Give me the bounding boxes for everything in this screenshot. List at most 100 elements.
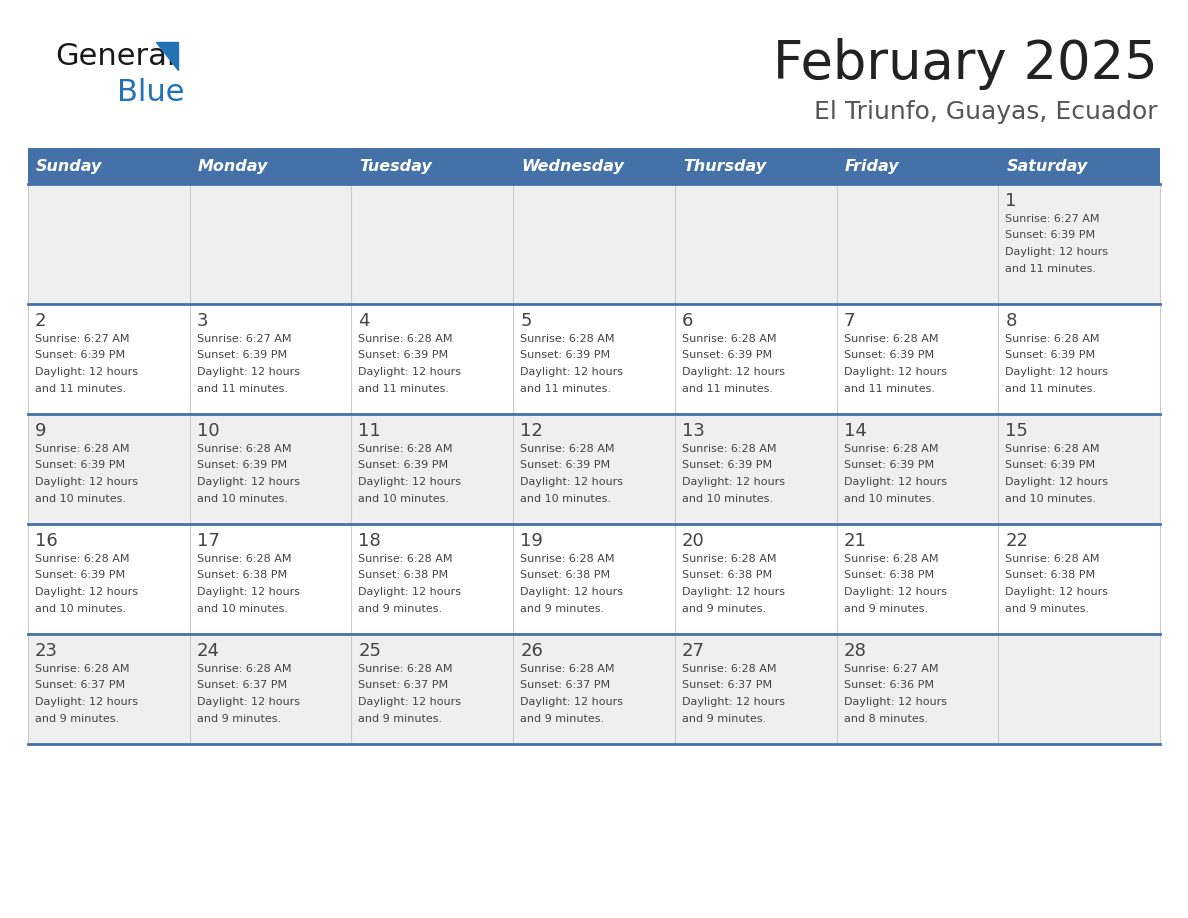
Text: 8: 8 <box>1005 312 1017 330</box>
Text: Daylight: 12 hours: Daylight: 12 hours <box>520 367 624 377</box>
Text: 4: 4 <box>359 312 369 330</box>
Text: Sunrise: 6:28 AM: Sunrise: 6:28 AM <box>520 554 614 564</box>
Text: and 11 minutes.: and 11 minutes. <box>843 384 935 394</box>
Bar <box>836 148 998 184</box>
Text: Daylight: 12 hours: Daylight: 12 hours <box>359 367 461 377</box>
Text: Sunset: 6:37 PM: Sunset: 6:37 PM <box>197 680 286 690</box>
Bar <box>998 148 1159 184</box>
Text: 6: 6 <box>682 312 694 330</box>
Text: Daylight: 12 hours: Daylight: 12 hours <box>359 697 461 707</box>
Text: Sunset: 6:39 PM: Sunset: 6:39 PM <box>197 351 286 361</box>
Text: Sunset: 6:39 PM: Sunset: 6:39 PM <box>520 351 611 361</box>
Text: Daylight: 12 hours: Daylight: 12 hours <box>197 587 299 597</box>
Bar <box>190 148 352 184</box>
Text: Sunset: 6:37 PM: Sunset: 6:37 PM <box>520 680 611 690</box>
Text: and 11 minutes.: and 11 minutes. <box>682 384 773 394</box>
Text: Daylight: 12 hours: Daylight: 12 hours <box>359 587 461 597</box>
Text: and 10 minutes.: and 10 minutes. <box>197 603 287 613</box>
Text: Sunset: 6:38 PM: Sunset: 6:38 PM <box>197 570 286 580</box>
Text: Sunrise: 6:28 AM: Sunrise: 6:28 AM <box>1005 444 1100 454</box>
Text: Sunset: 6:37 PM: Sunset: 6:37 PM <box>359 680 449 690</box>
Text: and 11 minutes.: and 11 minutes. <box>197 384 287 394</box>
Text: Sunset: 6:39 PM: Sunset: 6:39 PM <box>34 351 125 361</box>
Text: Sunset: 6:39 PM: Sunset: 6:39 PM <box>843 351 934 361</box>
Text: Daylight: 12 hours: Daylight: 12 hours <box>843 477 947 487</box>
Bar <box>675 148 836 184</box>
Text: and 11 minutes.: and 11 minutes. <box>34 384 126 394</box>
Text: Monday: Monday <box>197 159 268 174</box>
Polygon shape <box>156 42 178 70</box>
Text: 11: 11 <box>359 422 381 440</box>
Text: 21: 21 <box>843 532 866 550</box>
Text: Sunrise: 6:27 AM: Sunrise: 6:27 AM <box>34 334 129 344</box>
Text: Sunrise: 6:28 AM: Sunrise: 6:28 AM <box>1005 334 1100 344</box>
Text: and 9 minutes.: and 9 minutes. <box>34 713 119 723</box>
Text: 22: 22 <box>1005 532 1029 550</box>
Text: Daylight: 12 hours: Daylight: 12 hours <box>843 697 947 707</box>
Text: 19: 19 <box>520 532 543 550</box>
Text: Sunrise: 6:28 AM: Sunrise: 6:28 AM <box>359 554 453 564</box>
Text: General: General <box>55 42 176 71</box>
Text: Sunrise: 6:28 AM: Sunrise: 6:28 AM <box>197 664 291 674</box>
Text: and 9 minutes.: and 9 minutes. <box>520 713 605 723</box>
Text: Saturday: Saturday <box>1006 159 1087 174</box>
Text: 7: 7 <box>843 312 855 330</box>
Text: and 10 minutes.: and 10 minutes. <box>34 603 126 613</box>
Text: Sunrise: 6:28 AM: Sunrise: 6:28 AM <box>359 444 453 454</box>
Text: Sunrise: 6:28 AM: Sunrise: 6:28 AM <box>682 444 776 454</box>
Text: 9: 9 <box>34 422 46 440</box>
Text: Friday: Friday <box>845 159 899 174</box>
Text: Sunrise: 6:28 AM: Sunrise: 6:28 AM <box>34 664 129 674</box>
Text: Daylight: 12 hours: Daylight: 12 hours <box>1005 587 1108 597</box>
Text: Sunset: 6:39 PM: Sunset: 6:39 PM <box>682 351 772 361</box>
Text: Daylight: 12 hours: Daylight: 12 hours <box>843 367 947 377</box>
Text: 18: 18 <box>359 532 381 550</box>
Text: Sunset: 6:39 PM: Sunset: 6:39 PM <box>682 461 772 471</box>
Text: Sunrise: 6:27 AM: Sunrise: 6:27 AM <box>843 664 939 674</box>
Text: and 9 minutes.: and 9 minutes. <box>520 603 605 613</box>
Text: Daylight: 12 hours: Daylight: 12 hours <box>34 697 138 707</box>
Text: Sunrise: 6:28 AM: Sunrise: 6:28 AM <box>197 554 291 564</box>
Text: Sunset: 6:39 PM: Sunset: 6:39 PM <box>1005 351 1095 361</box>
Text: and 9 minutes.: and 9 minutes. <box>682 603 766 613</box>
Text: Daylight: 12 hours: Daylight: 12 hours <box>197 477 299 487</box>
Bar <box>29 634 1159 744</box>
Text: 3: 3 <box>197 312 208 330</box>
Text: Sunset: 6:39 PM: Sunset: 6:39 PM <box>1005 461 1095 471</box>
Text: Sunrise: 6:28 AM: Sunrise: 6:28 AM <box>682 664 776 674</box>
Text: 12: 12 <box>520 422 543 440</box>
Text: Sunrise: 6:28 AM: Sunrise: 6:28 AM <box>1005 554 1100 564</box>
Text: 15: 15 <box>1005 422 1028 440</box>
Text: Sunset: 6:39 PM: Sunset: 6:39 PM <box>34 570 125 580</box>
Text: and 10 minutes.: and 10 minutes. <box>843 494 935 503</box>
Text: Sunrise: 6:28 AM: Sunrise: 6:28 AM <box>843 334 939 344</box>
Text: Sunset: 6:39 PM: Sunset: 6:39 PM <box>359 351 449 361</box>
Text: and 11 minutes.: and 11 minutes. <box>359 384 449 394</box>
Text: Daylight: 12 hours: Daylight: 12 hours <box>843 587 947 597</box>
Text: 23: 23 <box>34 642 58 660</box>
Text: 16: 16 <box>34 532 58 550</box>
Text: Sunrise: 6:28 AM: Sunrise: 6:28 AM <box>520 444 614 454</box>
Text: and 10 minutes.: and 10 minutes. <box>197 494 287 503</box>
Text: Sunday: Sunday <box>36 159 102 174</box>
Text: Daylight: 12 hours: Daylight: 12 hours <box>520 697 624 707</box>
Text: and 10 minutes.: and 10 minutes. <box>520 494 611 503</box>
Text: Daylight: 12 hours: Daylight: 12 hours <box>359 477 461 487</box>
Text: Blue: Blue <box>116 78 184 107</box>
Text: and 8 minutes.: and 8 minutes. <box>843 713 928 723</box>
Text: and 9 minutes.: and 9 minutes. <box>359 603 443 613</box>
Text: Sunrise: 6:27 AM: Sunrise: 6:27 AM <box>197 334 291 344</box>
Text: Sunset: 6:39 PM: Sunset: 6:39 PM <box>197 461 286 471</box>
Text: 26: 26 <box>520 642 543 660</box>
Text: and 10 minutes.: and 10 minutes. <box>1005 494 1097 503</box>
Text: Sunset: 6:37 PM: Sunset: 6:37 PM <box>682 680 772 690</box>
Text: Sunrise: 6:28 AM: Sunrise: 6:28 AM <box>34 444 129 454</box>
Text: Sunrise: 6:27 AM: Sunrise: 6:27 AM <box>1005 214 1100 224</box>
Text: and 10 minutes.: and 10 minutes. <box>34 494 126 503</box>
Bar <box>29 184 1159 304</box>
Text: Daylight: 12 hours: Daylight: 12 hours <box>1005 247 1108 257</box>
Text: and 10 minutes.: and 10 minutes. <box>682 494 773 503</box>
Text: 10: 10 <box>197 422 220 440</box>
Text: Sunrise: 6:28 AM: Sunrise: 6:28 AM <box>197 444 291 454</box>
Text: Sunrise: 6:28 AM: Sunrise: 6:28 AM <box>359 664 453 674</box>
